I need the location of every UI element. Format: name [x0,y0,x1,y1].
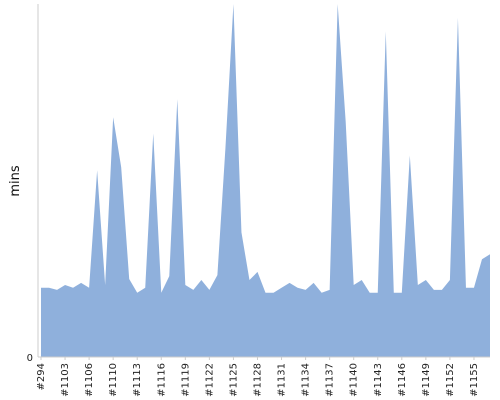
x-tick-label: #1110 [108,363,119,397]
y-tick-label: 0 [27,353,33,364]
x-tick-label: #1134 [301,363,312,397]
x-tick-label: #1106 [84,363,95,397]
x-tick-label: #1152 [445,363,456,397]
x-ticks: #294 #1103 #1106 #1110 #1113 #1116 #1119 #1122 #… [36,357,480,397]
series-area [41,4,490,357]
x-tick-label: #1125 [228,363,239,397]
x-tick-label: #294 [36,363,47,390]
x-tick-label: #1116 [156,363,167,397]
x-tick-label: #1131 [277,363,288,397]
x-tick-label: #1128 [252,363,263,397]
x-tick-label: #1149 [421,363,432,397]
x-tick-label: #1143 [373,363,384,397]
x-tick-label: #1122 [204,363,215,397]
plot-area [41,4,490,357]
x-tick-label: #1103 [60,363,71,397]
x-tick-label: #1140 [349,363,360,397]
x-tick-label: #1113 [132,363,143,397]
x-tick-label: #1146 [397,363,408,397]
x-tick-label: #1137 [325,363,336,397]
y-axis-title: mins [8,165,23,197]
y-ticks: 0 [27,353,33,364]
x-tick-label: #1155 [469,363,480,397]
x-tick-label: #1119 [180,363,191,397]
